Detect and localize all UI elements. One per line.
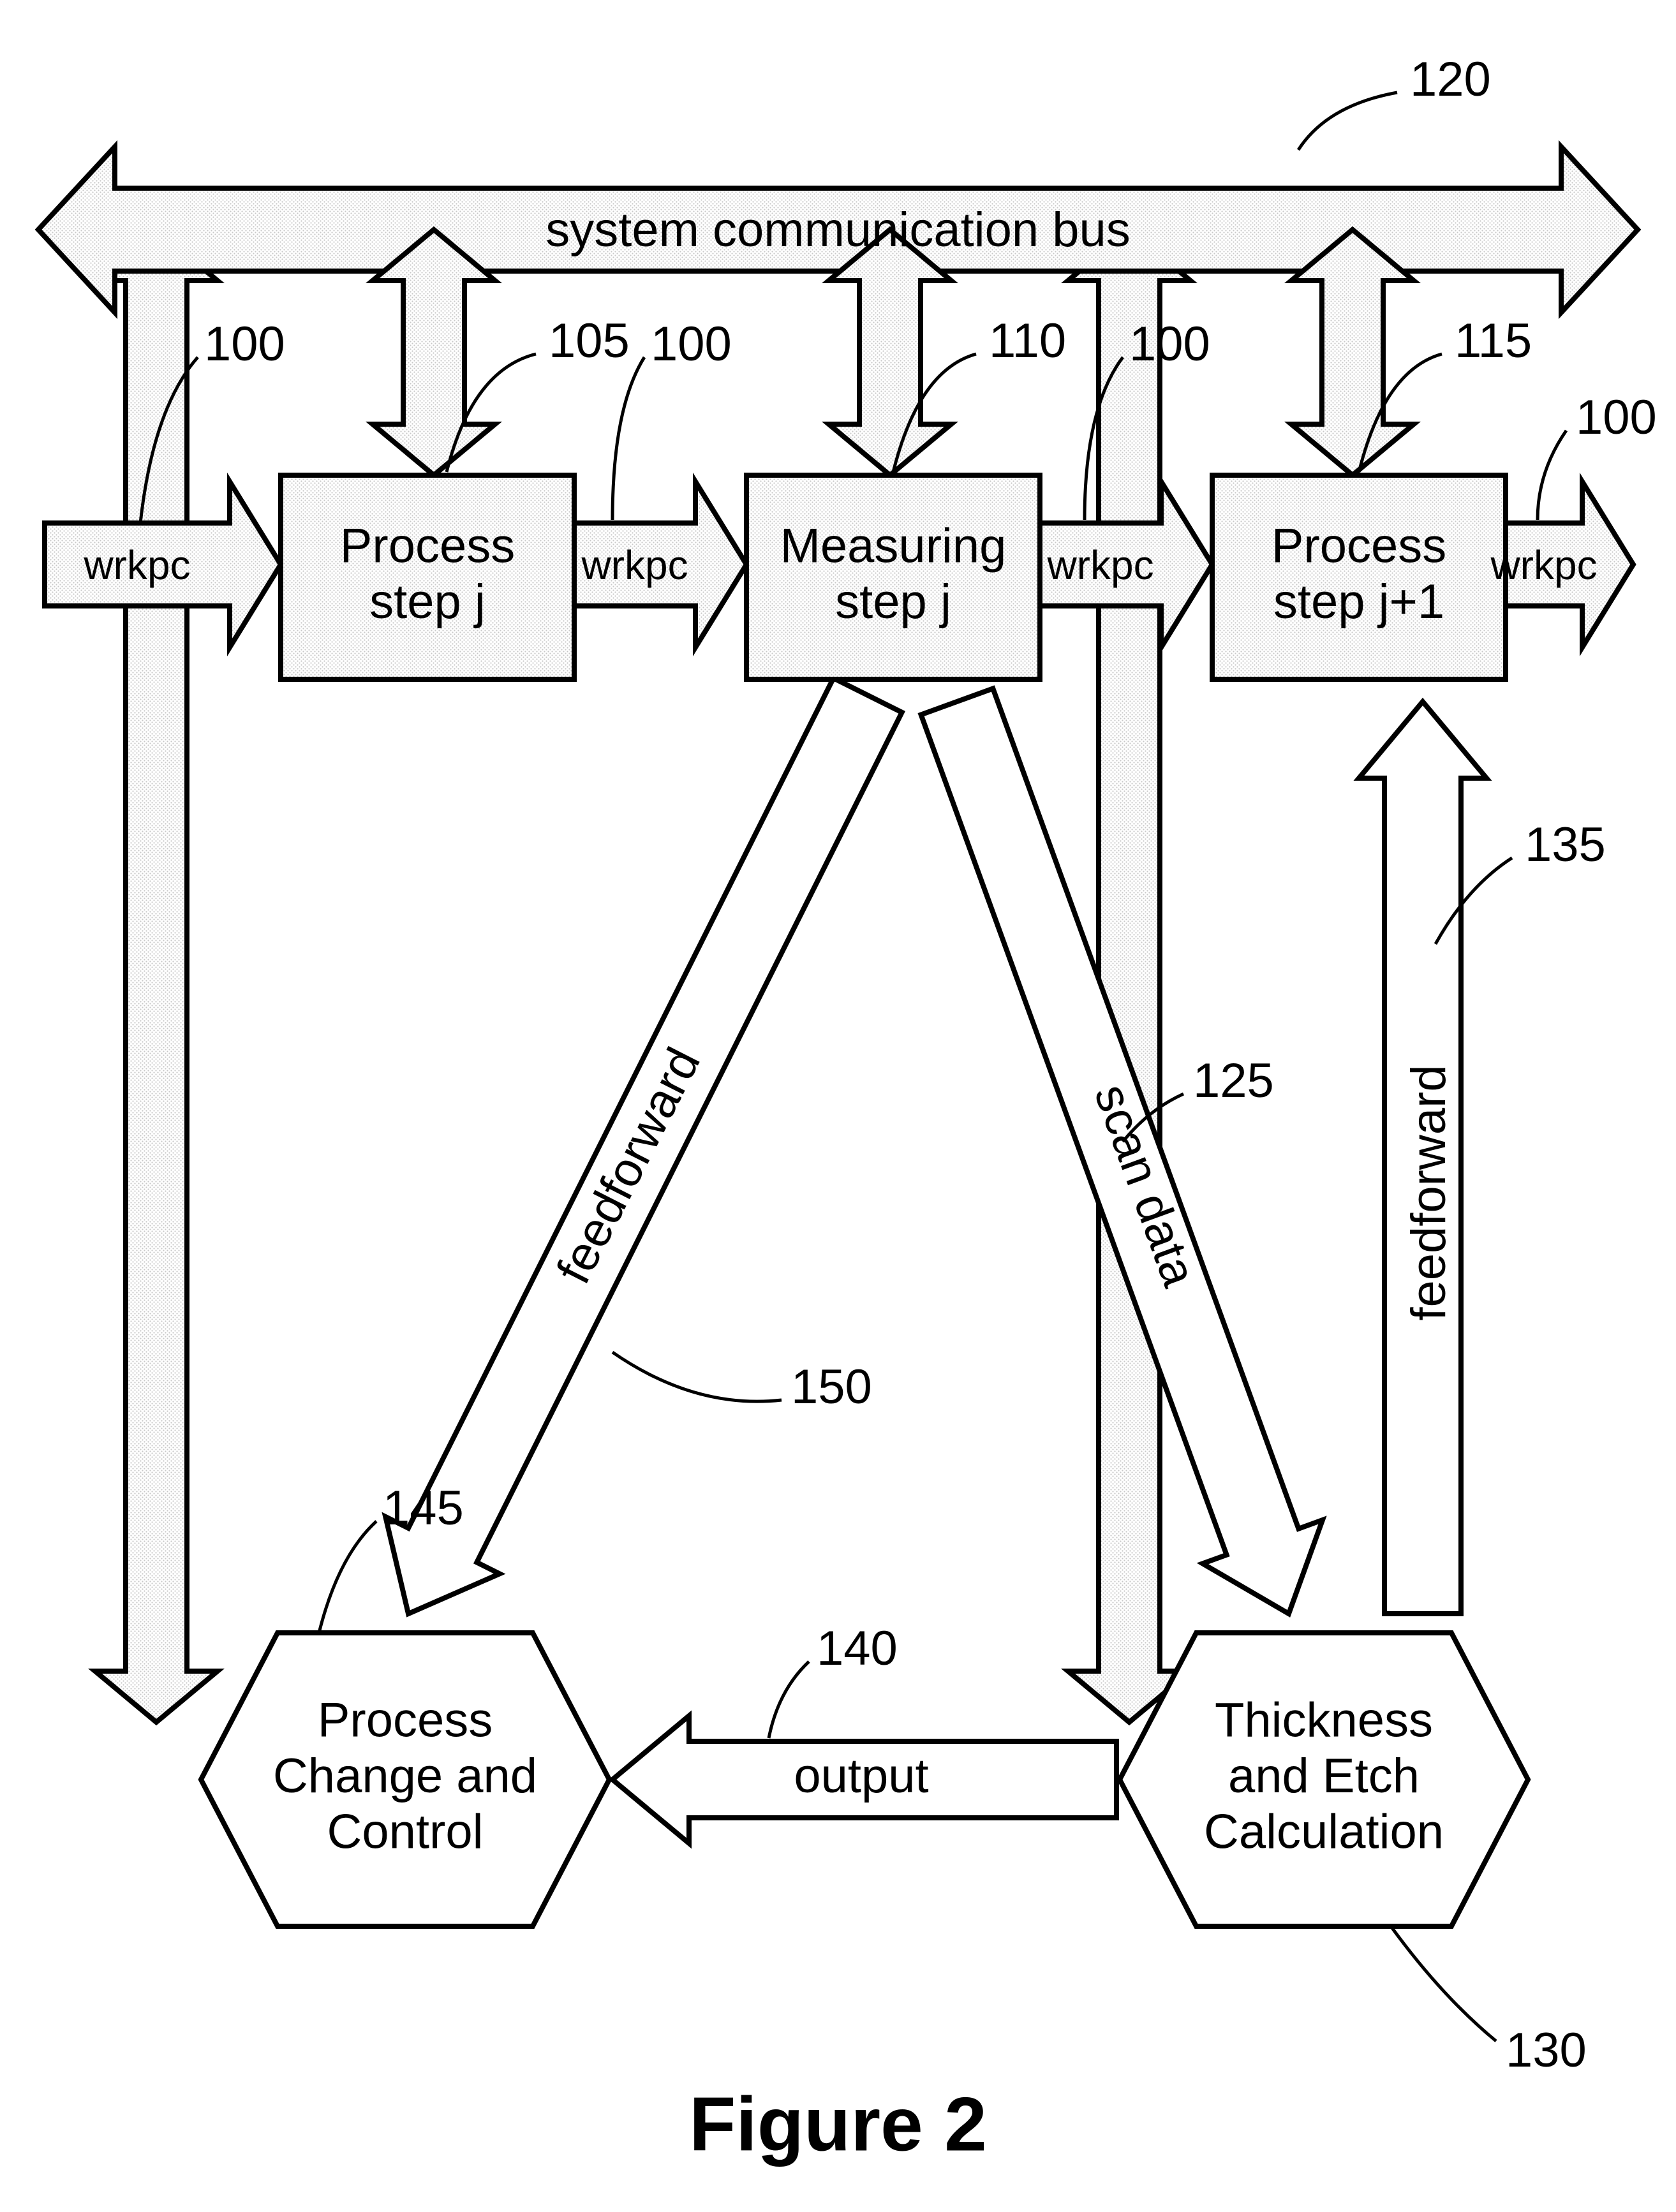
callout-ref-100-7: 100 [1576,390,1657,445]
hex-node-1-label: Thickness [1215,1693,1433,1748]
callout-ref-145-11: 145 [383,1481,464,1535]
process-box-1-label: step j [835,575,951,629]
system-bus-label: system communication bus [545,203,1131,257]
callout-leader-150-10 [612,1352,782,1401]
callout-leader-100-7 [1538,431,1566,520]
wrkpc-label-0: wrkpc [83,542,190,588]
callout-leader-145-11 [319,1521,376,1633]
process-box-0-label: step j [369,575,486,629]
process-box-2-label: step j+1 [1273,575,1444,629]
hex-node-0-label: Process [318,1693,493,1748]
callout-ref-150-10: 150 [791,1360,872,1414]
callout-ref-120-0: 120 [1410,52,1491,107]
bus-drop-2 [1291,230,1414,475]
hex-node-0-label: Control [327,1804,484,1859]
bus-long-drop-0 [95,230,218,1722]
bus-drop-1 [829,230,951,475]
arrow-label-feedforward2: feedforward [1402,1065,1456,1320]
figure-title: Figure 2 [689,2082,987,2167]
arrow-label-output: output [794,1749,928,1803]
callout-ref-140-12: 140 [817,1621,898,1676]
callout-ref-100-5: 100 [651,317,732,371]
callout-ref-110-2: 110 [989,314,1066,368]
callout-leader-120-0 [1298,92,1397,150]
process-box-1-label: Measuring [780,519,1007,573]
callout-ref-100-4: 100 [204,317,285,371]
callout-leader-100-5 [612,357,644,520]
callout-leader-130-13 [1391,1926,1496,2041]
hex-node-0-label: Change and [273,1749,537,1803]
callout-ref-135-8: 135 [1525,818,1606,872]
callout-leader-140-12 [769,1662,809,1738]
hex-node-1-label: Calculation [1204,1804,1444,1859]
bus-drop-0 [373,230,495,475]
wrkpc-label-1: wrkpc [581,542,688,588]
hex-node-1-label: and Etch [1228,1749,1420,1803]
callout-ref-105-1: 105 [549,314,630,368]
wrkpc-label-2: wrkpc [1046,542,1153,588]
process-box-0-label: Process [340,519,515,573]
process-box-2-label: Process [1272,519,1447,573]
callout-ref-125-9: 125 [1193,1054,1274,1108]
callout-ref-115-3: 115 [1455,314,1532,368]
callout-ref-130-13: 130 [1506,2023,1587,2077]
wrkpc-label-3: wrkpc [1490,542,1597,588]
callout-ref-100-6: 100 [1129,317,1210,371]
